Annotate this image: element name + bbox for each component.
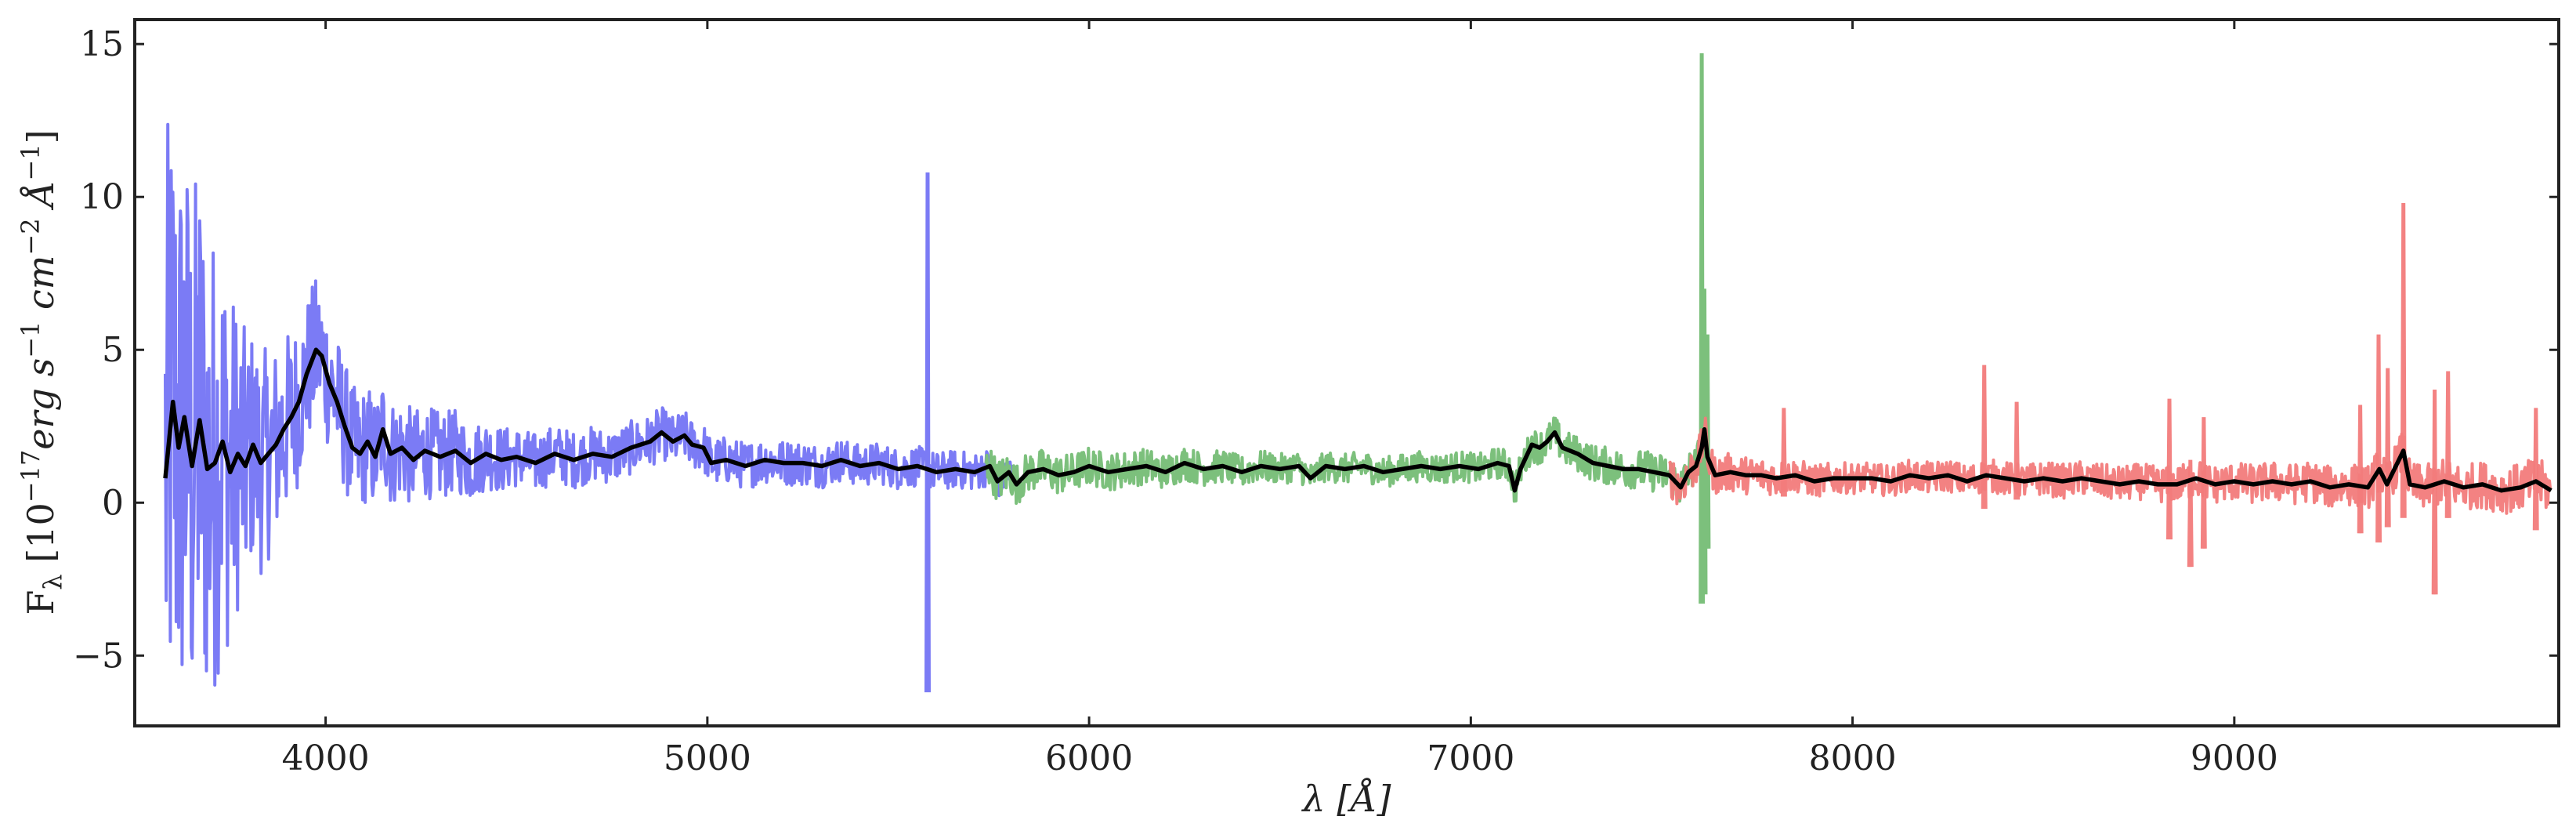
x-tick-label-4: 8000 — [1809, 738, 1897, 778]
y-tick-label-1: 0 — [102, 483, 124, 523]
series-layer — [163, 53, 2552, 693]
spike-series-2-5 — [2200, 417, 2207, 549]
y-label-bracket-open: [10 — [20, 502, 62, 574]
smoothed-model-line — [163, 347, 2552, 493]
spike-series-2-6 — [2357, 404, 2364, 534]
y-label-exp3: −2 — [16, 218, 45, 255]
x-tick-label-0: 4000 — [282, 738, 370, 778]
y-label-unit1: erg s — [20, 358, 62, 450]
spike-series-2-2 — [2013, 401, 2021, 500]
spectrum-series-1 — [984, 416, 1709, 505]
spike-series-2-9 — [2400, 202, 2407, 518]
plot-frame — [133, 18, 2560, 727]
x-tick-label-1: 5000 — [664, 738, 751, 778]
y-label-unit2: cm — [20, 256, 62, 321]
y-label-unit3: Å — [19, 181, 62, 219]
y-tick-label-4: 15 — [80, 24, 124, 64]
y-axis-label: Fλ [10−17erg s−1 cm−2 Å−1] — [16, 129, 67, 615]
x-tick-label-2: 6000 — [1045, 738, 1133, 778]
spike-series-2-3 — [2166, 398, 2173, 540]
spike-series-1-2 — [1704, 334, 1711, 549]
spike-series-2-4 — [2187, 459, 2194, 568]
spike-series-2-11 — [2444, 371, 2451, 518]
spike-series-2-7 — [2375, 334, 2382, 543]
y-label-sub: λ — [38, 574, 67, 590]
y-tick-label-0: −5 — [73, 636, 124, 676]
spike-series-2-10 — [2431, 389, 2438, 595]
spike-series-2-0 — [1780, 408, 1787, 497]
ticks-layer: 4000 5000 6000 7000 8000 9000 −5 0 5 10 15 — [73, 20, 2559, 778]
x-axis-label: λ [Å] — [1301, 777, 1391, 820]
y-tick-label-2: 5 — [102, 330, 124, 370]
y-label-bracket-close: ] — [20, 129, 62, 143]
spike-series-0-0 — [924, 172, 931, 693]
spike-series-2-1 — [1981, 365, 1988, 510]
spike-series-2-12 — [2532, 408, 2539, 531]
y-label-exp4: −1 — [16, 143, 45, 180]
y-tick-label-3: 10 — [80, 177, 124, 217]
x-tick-label-3: 7000 — [1427, 738, 1514, 778]
spectrum-series-0 — [164, 122, 1015, 687]
x-tick-label-5: 9000 — [2191, 738, 2278, 778]
y-label-exp2: −1 — [16, 321, 45, 358]
spike-series-2-8 — [2384, 368, 2391, 528]
y-label-exp1: −17 — [16, 450, 45, 503]
y-label-main: F — [20, 590, 62, 615]
